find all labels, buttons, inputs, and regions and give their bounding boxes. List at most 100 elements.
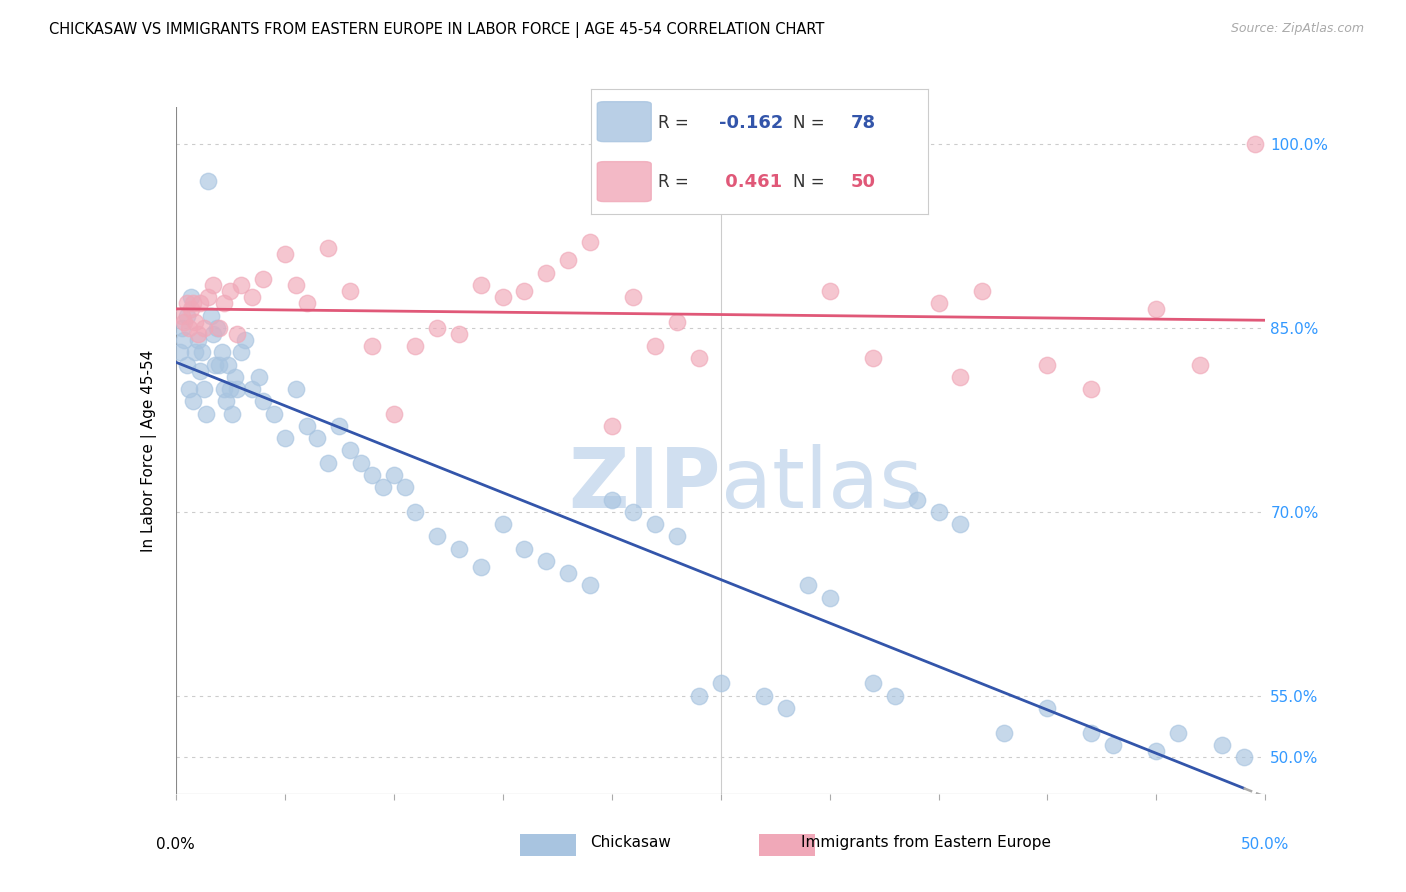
- Point: [318, 241, 340, 255]
- Point: [221, 407, 243, 421]
- Text: -0.162: -0.162: [718, 114, 783, 132]
- Text: 0.461: 0.461: [718, 173, 782, 191]
- Point: [188, 296, 211, 310]
- Point: [513, 541, 536, 556]
- Text: Immigrants from Eastern Europe: Immigrants from Eastern Europe: [801, 836, 1052, 850]
- FancyBboxPatch shape: [598, 161, 651, 202]
- Text: R =: R =: [658, 173, 695, 191]
- Point: [186, 326, 209, 341]
- Point: [231, 345, 253, 359]
- Point: [426, 529, 449, 543]
- Point: [186, 333, 209, 347]
- Point: [339, 443, 361, 458]
- Point: [621, 290, 644, 304]
- Point: [247, 369, 270, 384]
- Point: [862, 351, 884, 366]
- Point: [470, 560, 492, 574]
- Point: [208, 320, 231, 334]
- Text: 50: 50: [851, 173, 876, 191]
- Point: [212, 382, 235, 396]
- Point: [754, 689, 776, 703]
- Text: atlas: atlas: [721, 444, 922, 525]
- Point: [557, 566, 579, 580]
- Point: [371, 480, 394, 494]
- Point: [208, 358, 231, 372]
- Point: [184, 315, 207, 329]
- Text: 50.0%: 50.0%: [1241, 837, 1289, 852]
- Point: [184, 345, 207, 359]
- Point: [1167, 725, 1189, 739]
- Point: [928, 296, 950, 310]
- Point: [180, 302, 202, 317]
- Point: [534, 266, 557, 280]
- Point: [284, 277, 307, 292]
- Point: [195, 407, 218, 421]
- Point: [666, 315, 689, 329]
- Point: [993, 725, 1015, 739]
- Point: [176, 358, 198, 372]
- Point: [205, 320, 228, 334]
- Point: [180, 290, 202, 304]
- Point: [176, 309, 198, 323]
- Point: [204, 358, 226, 372]
- Point: [263, 407, 285, 421]
- Point: [818, 591, 841, 605]
- Point: [212, 296, 235, 310]
- Point: [181, 296, 204, 310]
- Point: [426, 320, 449, 334]
- Point: [405, 339, 427, 353]
- Point: [600, 418, 623, 433]
- Point: [328, 418, 350, 433]
- Point: [382, 467, 405, 482]
- Point: [307, 431, 329, 445]
- Text: Chickasaw: Chickasaw: [591, 836, 672, 850]
- Point: [492, 290, 515, 304]
- Point: [557, 253, 579, 268]
- Point: [470, 277, 492, 292]
- Point: [644, 516, 666, 531]
- Point: [1102, 738, 1125, 752]
- Point: [949, 369, 972, 384]
- Point: [177, 382, 200, 396]
- Point: [219, 382, 242, 396]
- Point: [188, 364, 211, 378]
- Point: [231, 277, 253, 292]
- Point: [710, 676, 733, 690]
- Point: [350, 456, 373, 470]
- Point: [862, 676, 884, 690]
- Y-axis label: In Labor Force | Age 45-54: In Labor Force | Age 45-54: [141, 350, 157, 551]
- Point: [235, 333, 257, 347]
- Point: [382, 407, 405, 421]
- Point: [688, 351, 710, 366]
- Point: [513, 284, 536, 298]
- Point: [621, 505, 644, 519]
- Point: [1036, 701, 1059, 715]
- Point: [181, 394, 204, 409]
- Point: [688, 689, 710, 703]
- Point: [225, 382, 247, 396]
- Point: [972, 284, 994, 298]
- Point: [949, 516, 972, 531]
- Point: [224, 369, 246, 384]
- Point: [1146, 744, 1168, 758]
- Point: [1233, 750, 1256, 764]
- Point: [284, 382, 307, 396]
- Point: [197, 290, 219, 304]
- Point: [1080, 382, 1102, 396]
- Point: [200, 309, 222, 323]
- Point: [394, 480, 416, 494]
- Point: [600, 492, 623, 507]
- Point: [211, 345, 233, 359]
- Point: [1146, 302, 1168, 317]
- Point: [361, 339, 384, 353]
- Text: 0.0%: 0.0%: [156, 837, 195, 852]
- Point: [201, 326, 224, 341]
- Point: [405, 505, 427, 519]
- Point: [797, 578, 820, 592]
- Point: [666, 529, 689, 543]
- Text: CHICKASAW VS IMMIGRANTS FROM EASTERN EUROPE IN LABOR FORCE | AGE 45-54 CORRELATI: CHICKASAW VS IMMIGRANTS FROM EASTERN EUR…: [49, 22, 824, 38]
- Point: [534, 554, 557, 568]
- Point: [240, 290, 263, 304]
- Point: [172, 320, 194, 334]
- Point: [274, 431, 297, 445]
